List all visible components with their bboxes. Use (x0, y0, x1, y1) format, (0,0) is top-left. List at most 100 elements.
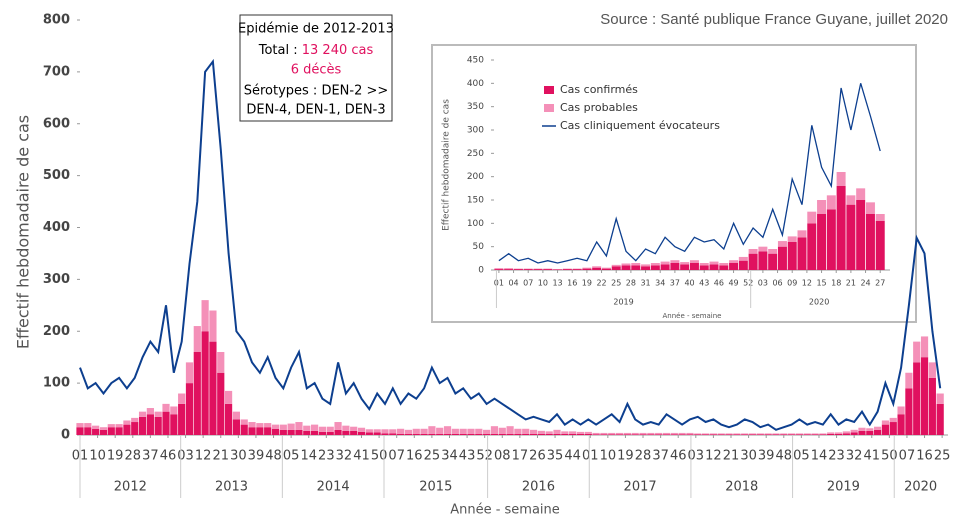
bar (365, 429, 373, 433)
bar (494, 268, 504, 270)
x-tick-label: 30 (740, 449, 757, 464)
bar (842, 431, 850, 434)
x-tick-label: 40 (684, 279, 694, 288)
bar (601, 267, 611, 269)
bar (787, 236, 797, 242)
bar (545, 433, 553, 435)
bar (342, 430, 350, 435)
bar (623, 434, 631, 435)
x-tick-label: 15 (816, 279, 826, 288)
x-tick-label: 31 (640, 279, 650, 288)
bar (928, 362, 936, 378)
bar (162, 411, 170, 435)
x-tick-label: 12 (705, 449, 722, 464)
year-label: 2016 (522, 480, 555, 495)
bar (600, 432, 608, 435)
bar (561, 433, 569, 435)
x-tick-label: 19 (582, 279, 592, 288)
bar (881, 420, 890, 425)
bar (795, 434, 804, 435)
y-tick-label: 200 (467, 172, 484, 182)
bar (865, 202, 875, 214)
y-tick-label: 100 (43, 376, 70, 391)
bar (459, 433, 467, 435)
bar (451, 428, 459, 434)
bar (138, 411, 147, 417)
bar (490, 433, 499, 435)
annotation-title: Epidémie de 2012-2013 (238, 22, 394, 37)
bar (209, 341, 217, 435)
bar (717, 433, 725, 435)
bar (905, 372, 913, 389)
inset-frame (431, 44, 917, 323)
annotation-box (239, 14, 393, 122)
bar (641, 266, 651, 270)
bar (738, 256, 748, 261)
bar (365, 432, 373, 435)
bar (271, 424, 280, 429)
bar (318, 426, 327, 432)
x-tick-label: 46 (670, 449, 687, 464)
bar (490, 426, 499, 434)
bar (170, 414, 178, 435)
x-tick-label: 46 (160, 449, 177, 464)
bar (295, 422, 303, 430)
bar (875, 221, 885, 270)
bar (928, 377, 936, 435)
y-tick-label: 800 (43, 13, 70, 28)
bar (248, 427, 256, 435)
bar (797, 230, 807, 238)
bar (865, 214, 875, 270)
year-label: 2012 (114, 480, 147, 495)
bar (748, 433, 757, 435)
x-tick-label: 28 (635, 449, 652, 464)
bar (537, 430, 545, 434)
x-tick-label: 14 (811, 449, 828, 464)
bar (483, 429, 491, 434)
bar (240, 424, 248, 435)
bar (513, 269, 523, 270)
bar (467, 428, 475, 434)
bar (217, 352, 225, 373)
x-tick-label: 25 (424, 449, 441, 464)
bar (582, 268, 592, 270)
year-label: 2020 (809, 298, 829, 307)
bar (178, 403, 186, 435)
total-value: 13 240 cas (302, 43, 374, 58)
x-tick-label: 43 (459, 449, 476, 464)
bar (655, 434, 663, 435)
bar (881, 424, 890, 435)
bar (99, 427, 108, 430)
bar (193, 326, 201, 352)
bar (826, 195, 836, 210)
bar (584, 431, 592, 434)
bar (506, 426, 514, 434)
bar (631, 265, 641, 270)
bar (660, 264, 670, 270)
bar (310, 424, 319, 431)
bar (768, 249, 778, 254)
y-tick-label: 500 (43, 168, 70, 183)
bar (475, 428, 483, 434)
bar (397, 433, 405, 435)
bar (584, 433, 592, 435)
bar (107, 427, 115, 435)
bar (874, 429, 882, 435)
bar (756, 433, 764, 435)
y-tick-label: 450 (467, 56, 484, 66)
y-tick-label: 350 (467, 102, 484, 112)
y-tick-label: 150 (467, 196, 484, 206)
x-tick-label: 07 (523, 279, 533, 288)
bar (420, 433, 428, 435)
bar (608, 432, 616, 435)
bar (318, 431, 327, 435)
bar (889, 417, 897, 423)
bar (641, 264, 651, 267)
bar (506, 433, 514, 435)
bar (615, 434, 624, 435)
bar (232, 419, 240, 435)
bar (92, 428, 100, 435)
bar (897, 406, 905, 415)
y-tick-label: 200 (43, 324, 70, 339)
